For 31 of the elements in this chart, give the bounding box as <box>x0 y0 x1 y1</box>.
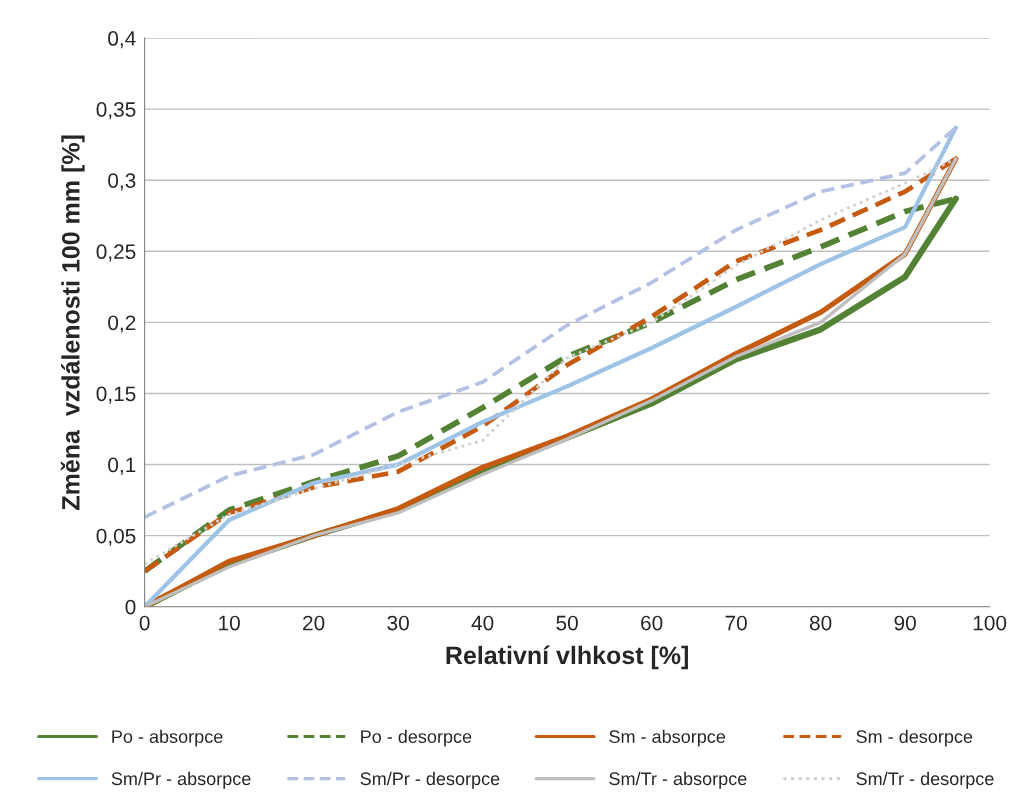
legend-label: Po - desorpce <box>361 729 472 747</box>
legend-label: Sm/Pr - absorpce <box>111 771 251 789</box>
legend-label: Sm/Pr - desorpce <box>360 771 500 789</box>
x-tick-label: 100 <box>973 615 1007 631</box>
x-tick-label: 90 <box>894 615 916 631</box>
y-tick-label: 0 <box>125 599 136 615</box>
x-tick-label: 70 <box>725 615 747 631</box>
x-tick-label: 20 <box>303 615 325 631</box>
y-tick-label: 0,1 <box>108 457 136 475</box>
y-tick-label: 0,15 <box>96 386 136 404</box>
x-tick-label: 0 <box>139 615 150 631</box>
x-tick-label: 80 <box>809 615 832 631</box>
x-tick-label: 60 <box>641 615 663 631</box>
legend-label: Po - absorpce <box>112 729 223 747</box>
x-axis-title: Relativní vlhkost [%] <box>446 645 688 670</box>
x-tick-label: 10 <box>219 615 240 631</box>
y-tick-label: 0,05 <box>96 528 136 546</box>
y-axis-title: Změna vzdálenosti 100 mm [%] <box>60 135 85 510</box>
line-series <box>144 125 958 520</box>
legend-label: Sm/Tr - absorpce <box>609 771 747 789</box>
legend-label: Sm - absorpce <box>609 729 726 747</box>
x-tick-label: 40 <box>471 615 494 631</box>
x-tick-label: 50 <box>556 615 578 631</box>
x-tick-label: 30 <box>387 615 409 631</box>
y-tick-label: 0,35 <box>96 102 136 120</box>
legend-label: Sm - desorpce <box>856 729 973 747</box>
legend-label: Sm/Tr - desorpce <box>856 771 994 789</box>
y-tick-label: 0,25 <box>96 244 136 262</box>
y-tick-label: 0,4 <box>108 31 136 49</box>
y-tick-label: 0,2 <box>108 315 136 333</box>
y-tick-label: 0,3 <box>108 173 136 191</box>
